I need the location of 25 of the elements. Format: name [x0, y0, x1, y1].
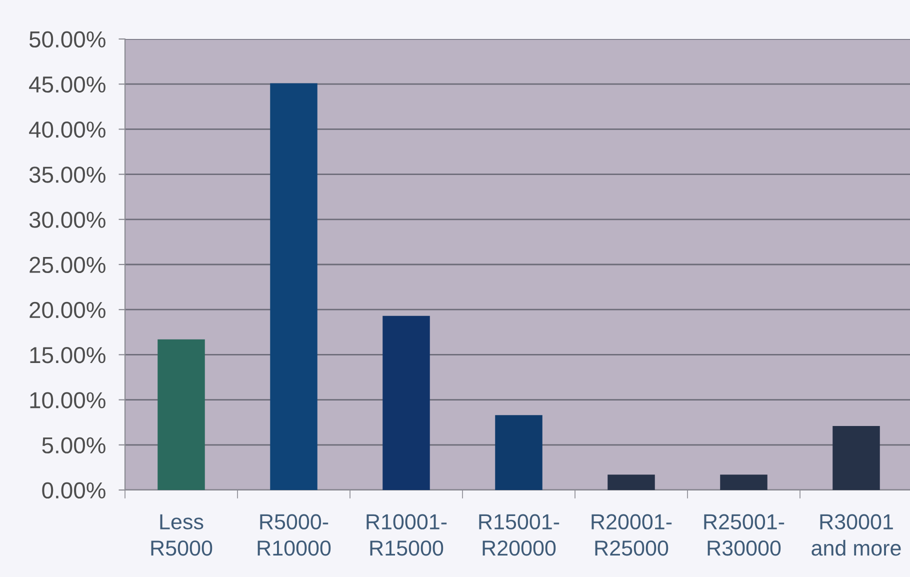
- bar: [608, 474, 655, 490]
- y-tick-label: 5.00%: [42, 437, 106, 454]
- x-tick-label: R15001- R20000: [479, 514, 560, 556]
- y-tick-label: 10.00%: [30, 392, 106, 408]
- bar: [270, 83, 318, 490]
- y-tick-label: 15.00%: [30, 347, 106, 364]
- y-tick-label: 45.00%: [29, 76, 106, 93]
- x-tick-label: R10001- R15000: [366, 514, 447, 556]
- x-tick-label: R20001- R25000: [592, 514, 672, 556]
- bar: [720, 474, 768, 490]
- x-tick-label: R30001 and more: [812, 514, 901, 556]
- x-tick-label: Less R5000: [151, 514, 212, 556]
- y-tick-label: 0.00%: [42, 482, 106, 499]
- y-tick-label: 40.00%: [29, 122, 106, 138]
- bar: [158, 339, 205, 490]
- y-tick-label: 30.00%: [29, 212, 106, 228]
- y-tick-label: 20.00%: [30, 302, 106, 318]
- y-tick-label: 35.00%: [29, 166, 106, 183]
- bar: [382, 316, 430, 490]
- x-tick-label: R25001- R30000: [704, 514, 784, 556]
- bar: [495, 415, 542, 490]
- x-tick-label: R5000- R10000: [258, 514, 331, 556]
- y-tick-label: 25.00%: [30, 256, 106, 274]
- y-tick-label: 50.00%: [29, 31, 106, 48]
- bar: [832, 426, 880, 490]
